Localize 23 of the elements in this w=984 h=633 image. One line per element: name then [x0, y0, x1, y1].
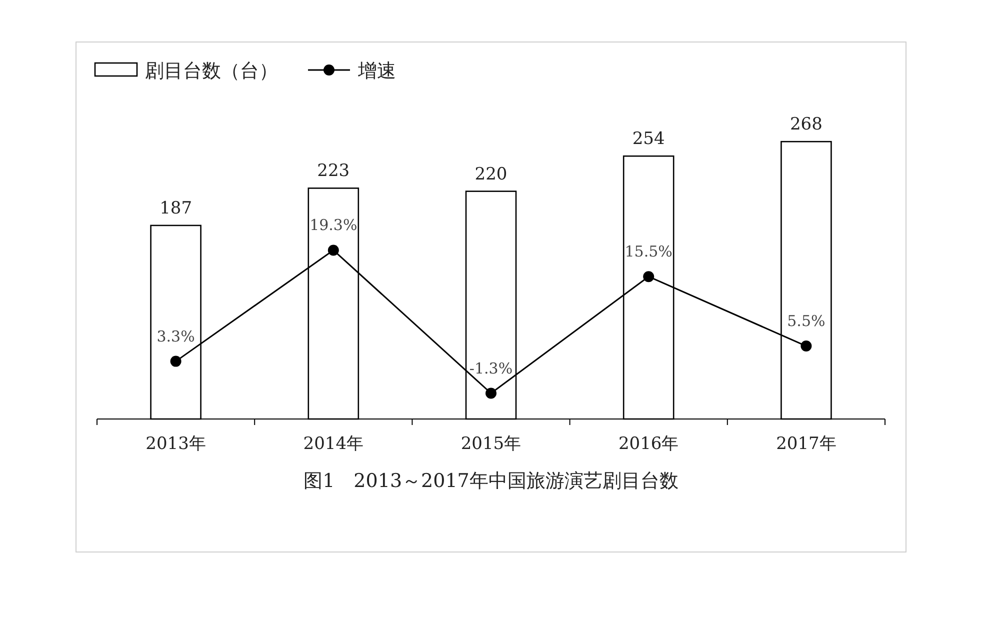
text: 图1 2013～2017年中国旅游演艺剧目台数: [304, 470, 678, 492]
point: [486, 388, 496, 399]
data-label: 19.3%: [310, 216, 358, 234]
x-tick-label: 2013年: [146, 434, 206, 454]
point: [643, 271, 654, 282]
x-tick-label: 2015年: [460, 434, 522, 454]
point: [328, 244, 339, 256]
data-label: 187: [160, 198, 192, 218]
legend-label: 增速: [357, 60, 396, 82]
x-tick-label: 2014年: [303, 434, 364, 454]
data-label: 223: [317, 161, 350, 182]
x-tick-label: 2017年: [776, 434, 836, 454]
data-label: 3.3%: [156, 327, 195, 346]
x-tick-label: 2016年: [618, 434, 679, 454]
data-label: 268: [790, 114, 822, 135]
point: [800, 340, 812, 352]
point: [170, 356, 182, 367]
legend-label: 剧目台数（台）: [145, 60, 278, 82]
data-label: 254: [632, 129, 665, 150]
data-label: -1.3%: [469, 359, 513, 378]
data-label: 5.5%: [787, 312, 826, 330]
data-label: 220: [474, 164, 508, 184]
data-label: 15.5%: [624, 242, 672, 261]
